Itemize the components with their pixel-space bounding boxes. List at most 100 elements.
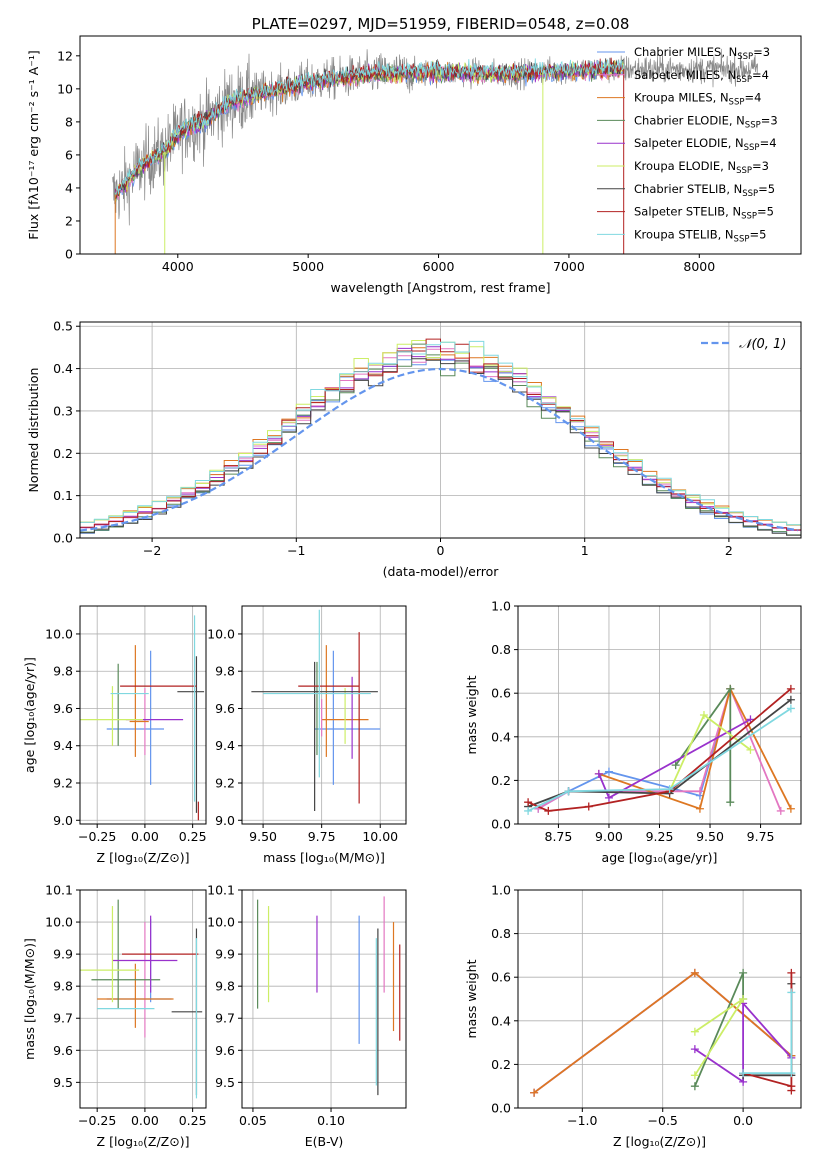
model-spectrum-kroupa_stelib xyxy=(114,58,625,196)
y-tick-label: 12 xyxy=(57,48,73,63)
normal-reference-curve xyxy=(80,367,799,532)
weight-marker-kroupa_miles xyxy=(695,804,704,813)
chart-title: PLATE=0297, MJD=51959, FIBERID=0548, z=0… xyxy=(252,15,630,33)
weight-line-salpeter_elodie xyxy=(694,1001,793,1084)
weight-line-chabrier_stelib xyxy=(527,698,792,808)
x-tick-label: −0.25 xyxy=(78,829,116,844)
weight-marker-chabrier_elodie xyxy=(690,1082,699,1091)
weight-marker-salpeter_stelib xyxy=(544,806,553,815)
y-tick-label: 0.0 xyxy=(53,531,73,546)
legend-label-normal: 𝒩(0, 1) xyxy=(739,337,786,352)
spectrum-legend: Chabrier MILES, NSSP=3 Salpeter MILES, NS… xyxy=(597,45,778,244)
axes-frame xyxy=(241,889,407,1109)
y-tick-label: 9.8 xyxy=(53,664,73,679)
weight-marker-kroupa_elodie xyxy=(739,995,748,1003)
y-tick-label: 0.8 xyxy=(491,926,511,941)
x-axis-label: (data-model)/error xyxy=(383,564,500,579)
x-tick-label: 0.0 xyxy=(733,1113,753,1128)
x-tick-label: −2 xyxy=(143,543,161,558)
weight-marker-chabrier_stelib xyxy=(786,695,795,704)
y-tick-label: 10.0 xyxy=(207,915,235,930)
weight-line-kroupa_miles xyxy=(598,686,792,810)
x-axis-label: E(B-V) xyxy=(305,1134,344,1149)
legend-label-kroupa_elodie: Kroupa ELODIE, NSSP=3 xyxy=(634,159,769,176)
y-axis-label: Flux [fλ10⁻¹⁷ erg cm⁻² s⁻¹ A⁻¹] xyxy=(26,50,41,239)
weight_vs_z-plot-area xyxy=(530,968,796,1097)
weight-marker-chabrier_elodie xyxy=(726,798,735,807)
axes-frame xyxy=(517,889,802,1109)
y-tick-label: 9.7 xyxy=(215,1011,235,1026)
weight-marker-salpeter_miles xyxy=(695,787,704,796)
weight-marker-kroupa_stelib xyxy=(665,785,674,794)
weight-marker-salpeter_stelib xyxy=(786,684,795,693)
histogram-plot-area xyxy=(80,338,801,538)
weight-marker-salpeter_stelib xyxy=(787,1086,796,1095)
x-axis-label: age [log₁₀(age/yr)] xyxy=(602,850,718,865)
y-tick-label: 9.4 xyxy=(215,738,235,753)
x-axis-label: Z [log₁₀(Z/Z⊙)] xyxy=(97,850,190,865)
weight-marker-kroupa_stelib xyxy=(564,787,573,796)
y-tick-label: 10.1 xyxy=(207,883,235,898)
x-tick-label: 0.00 xyxy=(131,829,159,844)
y-tick-label: 9.5 xyxy=(215,1075,235,1090)
y-tick-label: 10.1 xyxy=(45,883,73,898)
y-tick-label: 0.2 xyxy=(491,773,511,788)
weight-line-chabrier_elodie xyxy=(694,972,744,1087)
axes-frame xyxy=(79,889,207,1109)
weight-marker-kroupa_stelib xyxy=(524,806,533,815)
age_vs_mass-plot-area xyxy=(251,609,381,811)
x-tick-label: 0.00 xyxy=(131,1113,159,1128)
x-tick-label: 0.05 xyxy=(239,1113,267,1128)
y-axis-label: age [log₁₀(age/yr)] xyxy=(22,657,37,773)
weight-marker-salpeter_elodie xyxy=(690,1045,699,1054)
x-tick-label: 10.00 xyxy=(362,829,398,844)
y-tick-label: 1.0 xyxy=(491,599,511,614)
x-tick-label: 9.50 xyxy=(249,829,277,844)
y-axis-label: mass [log₁₀(M/M⊙)] xyxy=(22,938,37,1060)
age_vs_z-plot-area xyxy=(80,615,205,821)
weight-marker-chabrier_miles xyxy=(604,767,613,776)
x-tick-label: −0.5 xyxy=(648,1113,678,1128)
x-axis-label: mass [log₁₀(M/M⊙)] xyxy=(263,850,385,865)
y-axis-label: Normed distribution xyxy=(26,368,41,493)
y-tick-label: 0.1 xyxy=(53,488,73,503)
y-axis-label: mass weight xyxy=(464,959,479,1038)
y-tick-label: 9.5 xyxy=(53,1075,73,1090)
x-axis-label: Z [log₁₀(Z/Z⊙)] xyxy=(613,1134,706,1149)
weight-line-kroupa_stelib xyxy=(743,992,793,1074)
weight-marker-salpeter_stelib xyxy=(524,798,533,807)
spectrum-plot-area xyxy=(112,48,758,254)
x-tick-label: 9.00 xyxy=(595,829,623,844)
x-tick-label: 0.25 xyxy=(179,1113,207,1128)
residuals-legend: 𝒩(0, 1) xyxy=(701,337,786,352)
x-tick-label: 9.50 xyxy=(696,829,724,844)
x-tick-label: 9.75 xyxy=(747,829,775,844)
y-axis-label: mass weight xyxy=(464,675,479,754)
weight-marker-kroupa_stelib xyxy=(787,1069,796,1078)
y-tick-label: 9.4 xyxy=(53,738,73,753)
y-tick-label: 9.7 xyxy=(53,1011,73,1026)
y-tick-label: 9.0 xyxy=(53,813,73,828)
x-tick-label: 0.25 xyxy=(179,829,207,844)
y-tick-label: 0 xyxy=(65,247,73,262)
y-tick-label: 0.3 xyxy=(53,403,73,418)
weight-marker-salpeter_elodie xyxy=(594,769,603,778)
legend-label-salpeter_miles: Salpeter MILES, NSSP=4 xyxy=(634,68,769,85)
y-tick-label: 2 xyxy=(65,213,73,228)
axes-frame xyxy=(79,605,207,825)
y-tick-label: 9.6 xyxy=(215,1043,235,1058)
panel-age-vs-mass: 9.50 9.75 10.00 9.0 9.2 9.4 9.6 9.8 10.0 mass [lo… xyxy=(207,605,407,865)
axes-frame xyxy=(241,605,407,825)
y-tick-label: 10.0 xyxy=(45,626,73,641)
x-tick-label: 1 xyxy=(581,543,589,558)
x-tick-label: −0.25 xyxy=(78,1113,116,1128)
y-tick-label: 0.5 xyxy=(53,319,73,334)
panel-weight-vs-age: 8.75 9.00 9.25 9.50 9.75 0.0 0.2 0.4 0.6 0.8 1.0 ag… xyxy=(464,599,802,865)
y-tick-label: 9.8 xyxy=(53,979,73,994)
weight-marker-kroupa_stelib xyxy=(786,704,795,713)
x-tick-label: 4000 xyxy=(162,259,194,274)
weight-marker-kroupa_elodie xyxy=(690,1071,699,1080)
y-tick-label: 0.2 xyxy=(491,1057,511,1072)
x-tick-label: 0.10 xyxy=(317,1113,345,1128)
y-tick-label: 9.0 xyxy=(215,813,235,828)
